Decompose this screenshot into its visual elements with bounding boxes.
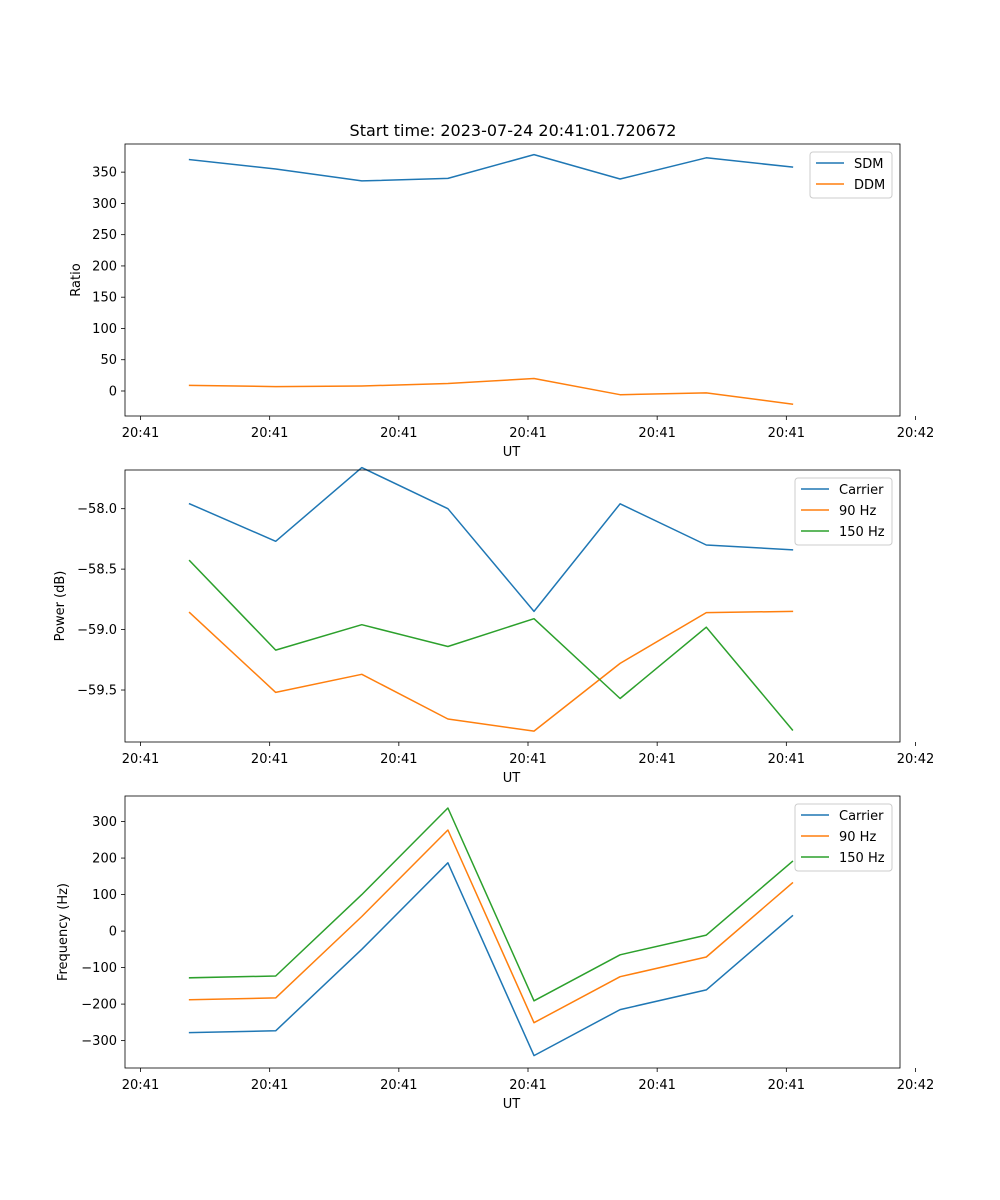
y-tick-label: 50 — [100, 353, 117, 368]
series-line-carrier — [188, 466, 794, 613]
y-tick-label: −58.0 — [77, 502, 117, 517]
x-tick-label: 20:41 — [509, 1078, 546, 1093]
x-tick-label: 20:41 — [122, 1078, 159, 1093]
x-tick-label: 20:42 — [897, 426, 934, 441]
series-line-90-hz — [188, 829, 794, 1024]
legend-label: 90 Hz — [839, 504, 876, 519]
x-tick-label: 20:41 — [768, 426, 805, 441]
y-tick-label: 0 — [109, 925, 117, 940]
x-tick-label: 20:41 — [768, 752, 805, 767]
legend: Carrier 90 Hz 150 Hz — [794, 803, 893, 872]
y-axis-label: Ratio — [69, 263, 84, 296]
x-tick-label: 20:41 — [638, 752, 675, 767]
x-tick-label: 20:41 — [509, 426, 546, 441]
y-tick-label: −59.0 — [77, 623, 117, 638]
axes-frame — [124, 469, 901, 743]
chart-panel-2: 20:41 20:41 20:41 20:41 20:41 20:41 20:42 UT −59… — [53, 466, 934, 786]
y-tick-label: 300 — [92, 815, 117, 830]
legend: SDM DDM — [809, 151, 893, 199]
axes-frame — [124, 795, 901, 1069]
series-line-carrier — [188, 862, 794, 1057]
x-tick-label: 20:42 — [897, 1078, 934, 1093]
x-tick-label: 20:41 — [638, 426, 675, 441]
x-tick-label: 20:41 — [380, 752, 417, 767]
x-tick-label: 20:42 — [897, 752, 934, 767]
x-tick-label: 20:41 — [380, 1078, 417, 1093]
y-tick-label: 100 — [92, 322, 117, 337]
x-axis-label: UT — [503, 1097, 521, 1112]
legend: Carrier 90 Hz 150 Hz — [794, 477, 893, 546]
x-tick-label: 20:41 — [638, 1078, 675, 1093]
y-tick-label: 150 — [92, 291, 117, 306]
series-line-sdm — [188, 153, 794, 182]
legend-box — [794, 477, 893, 546]
x-tick-label: 20:41 — [251, 752, 288, 767]
y-tick-label: 300 — [92, 197, 117, 212]
x-tick-label: 20:41 — [251, 426, 288, 441]
legend-label: 150 Hz — [839, 851, 885, 866]
x-tick-label: 20:41 — [122, 426, 159, 441]
y-tick-label: −59.5 — [77, 684, 117, 699]
legend-label: Carrier — [839, 483, 884, 498]
y-axis-label: Frequency (Hz) — [56, 883, 71, 981]
panels: 20:41 20:41 20:41 20:41 20:41 20:41 20:42 UT 0 50… — [53, 143, 934, 1112]
legend-label: SDM — [854, 157, 883, 172]
series-line-150-hz — [188, 807, 794, 1002]
x-axis-label: UT — [503, 771, 521, 786]
legend-label: DDM — [854, 178, 885, 193]
y-tick-label: −100 — [81, 961, 117, 976]
y-axis-label: Power (dB) — [53, 571, 68, 642]
x-tick-label: 20:41 — [122, 752, 159, 767]
chart-panel-1: 20:41 20:41 20:41 20:41 20:41 20:41 20:42 UT 0 50… — [69, 143, 934, 460]
x-tick-label: 20:41 — [768, 1078, 805, 1093]
y-tick-label: −300 — [81, 1034, 117, 1049]
series-line-ddm — [188, 377, 794, 405]
y-tick-label: 250 — [92, 228, 117, 243]
x-axis-label: UT — [503, 445, 521, 460]
legend-label: Carrier — [839, 809, 884, 824]
figure-title: Start time: 2023-07-24 20:41:01.720672 — [350, 121, 677, 140]
legend-label: 90 Hz — [839, 830, 876, 845]
series-line-150-hz — [188, 559, 794, 731]
y-tick-label: 100 — [92, 888, 117, 903]
legend-box — [794, 803, 893, 872]
x-tick-label: 20:41 — [509, 752, 546, 767]
y-tick-label: −200 — [81, 998, 117, 1013]
axes-frame — [124, 143, 901, 417]
series-line-90-hz — [188, 610, 794, 732]
x-tick-label: 20:41 — [251, 1078, 288, 1093]
y-tick-label: 200 — [92, 852, 117, 867]
y-tick-label: 350 — [92, 166, 117, 181]
legend-label: 150 Hz — [839, 525, 885, 540]
y-tick-label: 200 — [92, 259, 117, 274]
chart-panel-3: 20:41 20:41 20:41 20:41 20:41 20:41 20:42 UT −30… — [56, 795, 934, 1112]
y-tick-label: −58.5 — [77, 563, 117, 578]
x-tick-label: 20:41 — [380, 426, 417, 441]
y-tick-label: 0 — [109, 384, 117, 399]
